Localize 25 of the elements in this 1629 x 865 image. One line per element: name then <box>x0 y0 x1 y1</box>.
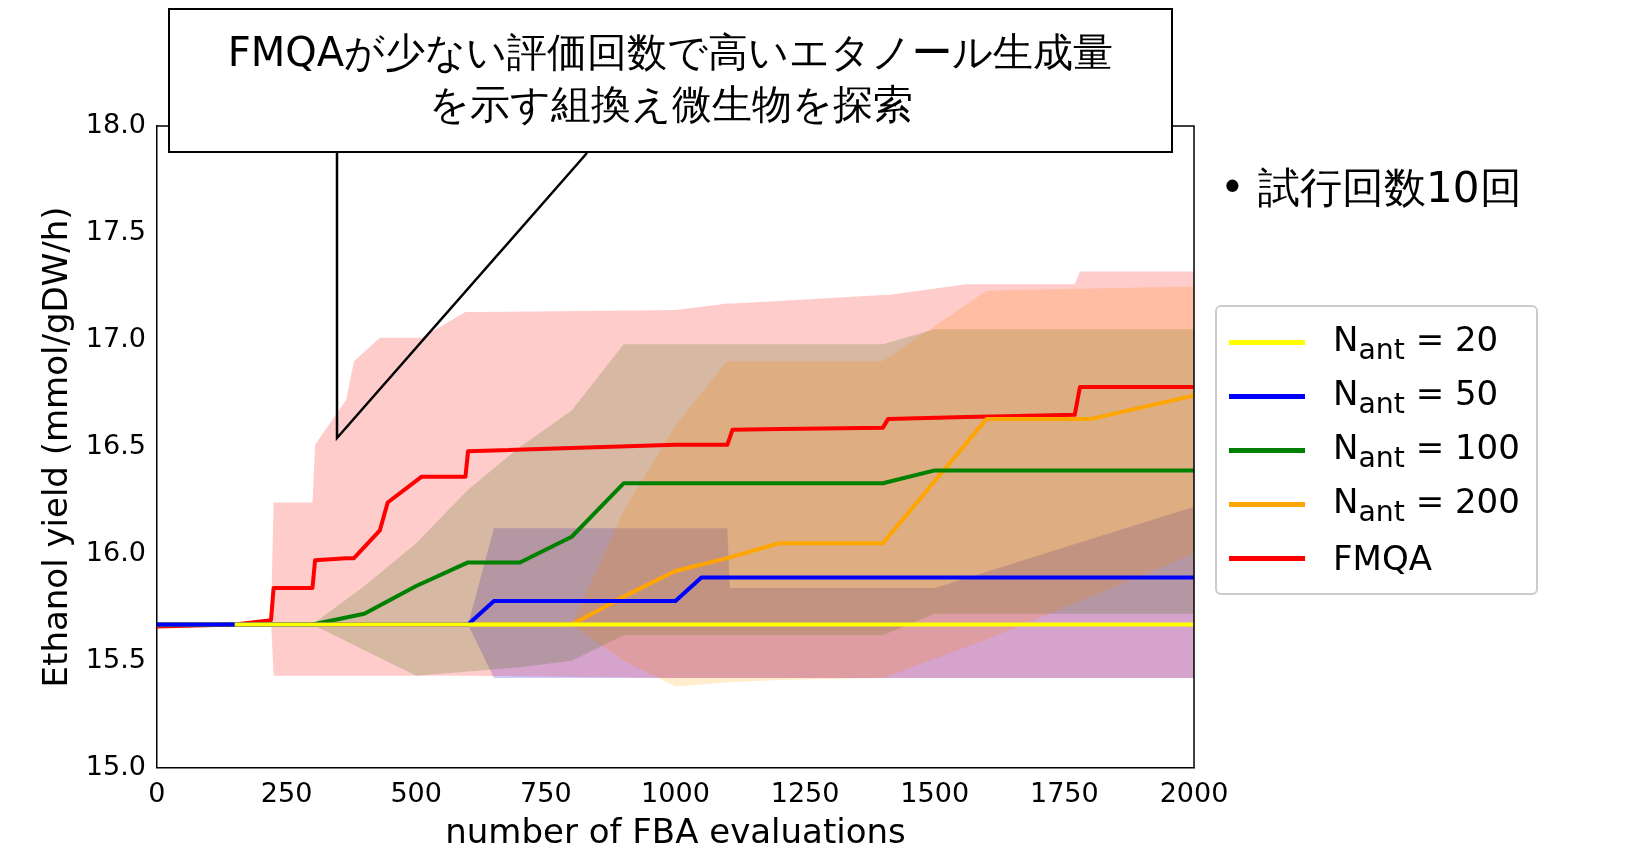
x-axis-title: number of FBA evaluations <box>445 811 906 852</box>
x-tick-label: 1000 <box>641 777 710 809</box>
y-tick-label: 16.0 <box>85 535 146 567</box>
y-tick-label: 15.5 <box>85 642 146 674</box>
x-tick-label: 1500 <box>900 777 970 809</box>
x-tick-label: 500 <box>390 777 442 809</box>
y-axis-title: Ethanol yield (mmol/gDW/h) <box>35 206 76 688</box>
text: • 試行回数10回 <box>1220 162 1522 214</box>
x-tick-label: 1750 <box>1030 777 1099 809</box>
y-tick-label: 18.0 <box>85 108 146 140</box>
y-tick-label: 15.0 <box>85 749 146 781</box>
annotation: FMQAが少ない評価回数で高いエタノール生成量を示す組換え微生物を探索 <box>168 8 1173 153</box>
legend-label: N$_{ant}$ = 100 <box>1333 426 1520 474</box>
x-tick-label: 1250 <box>770 777 840 809</box>
y-tick-label: 17.0 <box>85 321 146 353</box>
x-tick-label: 250 <box>260 777 313 809</box>
x-tick-label: 0 <box>148 777 166 809</box>
y-tick-label: 16.5 <box>85 428 146 460</box>
x-tick-label: 2000 <box>1159 777 1229 809</box>
y-tick-label: 17.5 <box>85 214 146 246</box>
legend-label: N$_{ant}$ = 50 <box>1333 372 1499 420</box>
legend-label: FMQA <box>1333 538 1432 578</box>
legend-label: N$_{ant}$ = 200 <box>1333 480 1520 528</box>
legend-label: N$_{ant}$ = 20 <box>1333 318 1499 366</box>
x-tick-label: 750 <box>520 777 572 809</box>
